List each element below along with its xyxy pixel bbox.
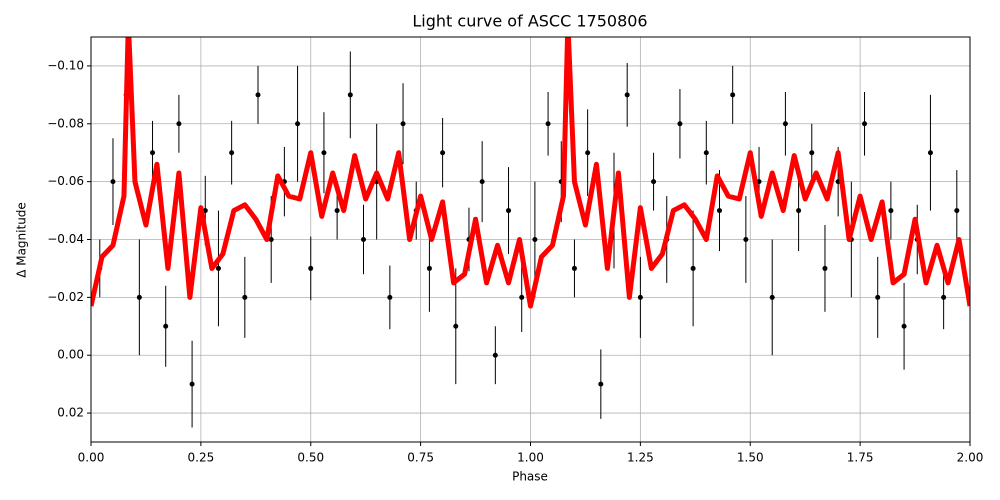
data-point — [189, 381, 195, 387]
y-tick-label: −0.10 — [47, 58, 84, 72]
data-point — [954, 208, 960, 214]
data-point — [782, 121, 788, 127]
data-point — [637, 294, 643, 300]
data-point — [334, 208, 340, 214]
x-tick-label: 0.75 — [407, 451, 434, 465]
data-point — [321, 150, 327, 156]
x-tick-label: 1.75 — [847, 451, 874, 465]
x-tick-label: 1.00 — [517, 451, 544, 465]
data-point — [809, 150, 815, 156]
data-point — [927, 150, 933, 156]
data-point — [492, 352, 498, 358]
x-axis-label: Phase — [512, 470, 548, 484]
data-point — [624, 92, 630, 98]
data-point — [453, 323, 459, 329]
data-point — [519, 294, 525, 300]
data-point — [347, 92, 353, 98]
model-line — [91, 37, 970, 309]
x-tick-label: 1.50 — [737, 451, 764, 465]
x-tick-label: 1.25 — [627, 451, 654, 465]
data-point — [506, 208, 512, 214]
data-point — [585, 150, 591, 156]
data-point — [716, 208, 722, 214]
data-point — [862, 121, 868, 127]
data-point — [295, 121, 301, 127]
data-point — [479, 179, 485, 185]
y-tick-label: 0.02 — [57, 406, 84, 420]
y-tick-label: −0.02 — [47, 290, 84, 304]
x-tick-label: 0.25 — [188, 451, 215, 465]
data-point — [875, 294, 881, 300]
data-point — [215, 265, 221, 271]
data-point — [651, 179, 657, 185]
y-tick-label: −0.08 — [47, 116, 84, 130]
chart-title: Light curve of ASCC 1750806 — [412, 12, 647, 31]
data-point — [110, 179, 116, 185]
data-point — [242, 294, 248, 300]
data-point — [163, 323, 169, 329]
x-tick-label: 0.50 — [297, 451, 324, 465]
data-point — [901, 323, 907, 329]
data-point — [598, 381, 604, 387]
data-point — [229, 150, 235, 156]
data-point — [268, 237, 274, 242]
data-point — [941, 294, 947, 300]
data-point — [532, 237, 538, 242]
data-point — [769, 294, 775, 300]
data-point — [730, 92, 736, 98]
data-point — [703, 150, 709, 156]
data-point — [360, 237, 366, 242]
data-point — [677, 121, 683, 127]
x-tick-label: 0.00 — [78, 451, 105, 465]
data-point — [400, 121, 406, 127]
data-point — [571, 265, 577, 271]
y-tick-label: 0.00 — [57, 348, 84, 362]
data-point — [796, 208, 802, 214]
data-point — [822, 265, 828, 271]
data-point — [545, 121, 551, 127]
data-point — [387, 294, 393, 300]
data-point — [426, 265, 432, 271]
y-tick-label: −0.06 — [47, 174, 84, 188]
data-point — [690, 265, 696, 271]
x-tick-label: 2.00 — [957, 451, 984, 465]
data-point — [743, 237, 749, 242]
data-point — [136, 294, 142, 300]
data-point — [888, 208, 894, 214]
data-point — [255, 92, 261, 98]
ticks: 0.00 0.25 0.50 0.75 1.00 1.25 1.50 1.75 2.00 −0.1… — [47, 58, 983, 464]
data-point — [176, 121, 182, 127]
y-axis-label: Δ Magnitude — [15, 202, 29, 278]
data-point — [150, 150, 156, 156]
data-point — [308, 265, 314, 271]
y-tick-label: −0.04 — [47, 232, 84, 246]
plot-area — [91, 37, 970, 428]
data-point — [440, 150, 446, 156]
